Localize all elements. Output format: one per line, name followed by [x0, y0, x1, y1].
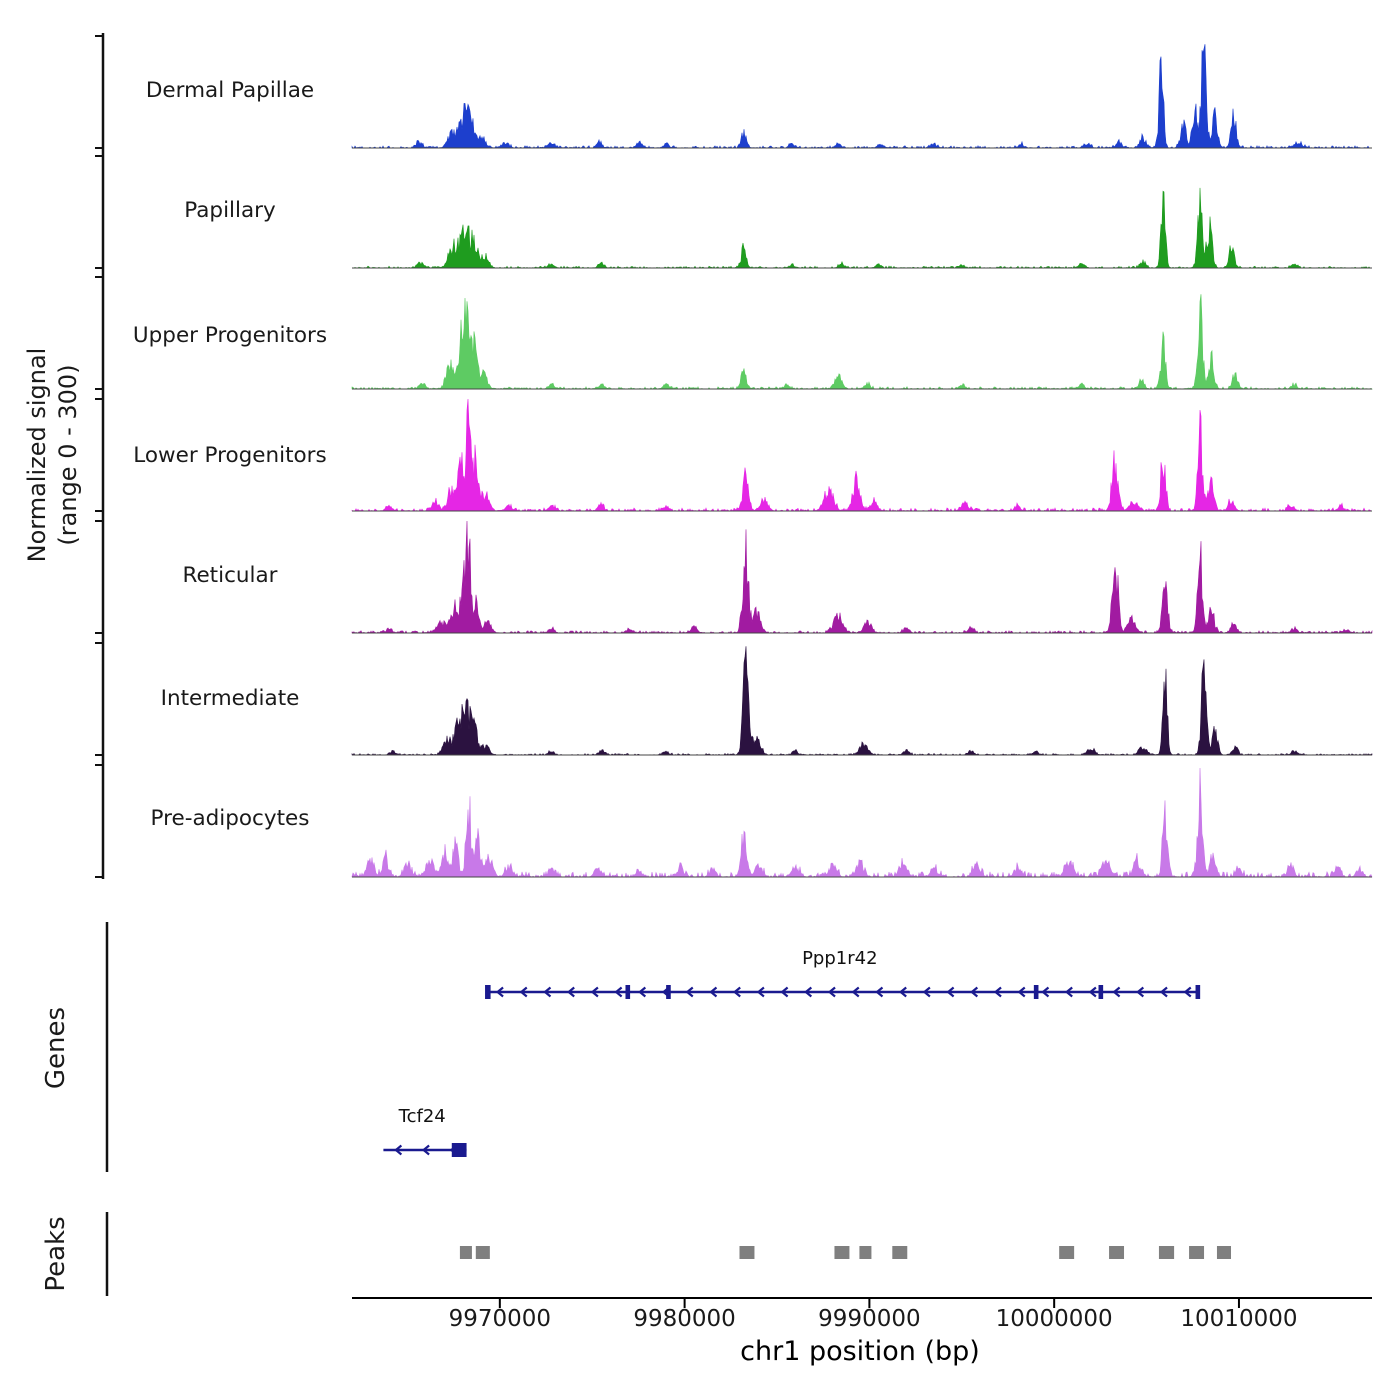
track-label-lower-progenitors: Lower Progenitors [133, 443, 327, 468]
track-label-dermal-papillae: Dermal Papillae [145, 78, 315, 103]
y-axis-label: Normalized signal (range 0 - 300) [22, 225, 92, 685]
track-label-intermediate: Intermediate [160, 686, 300, 711]
track-label-upper-progenitors: Upper Progenitors [132, 323, 328, 348]
x-axis-tick-label-1: 9980000 [633, 1306, 736, 1332]
track-label-pre-adipocytes: Pre-adipocytes [150, 806, 310, 831]
x-axis-title: chr1 position (bp) [740, 1336, 980, 1367]
x-axis-tick-label-0: 9970000 [448, 1306, 552, 1332]
track-label-papillary: Papillary [184, 198, 276, 223]
x-axis-tick-label-2: 9990000 [818, 1306, 921, 1332]
genes-section-label: Genes [41, 1006, 71, 1090]
track-label-reticular: Reticular [182, 563, 278, 588]
gene-label-0: Ppp1r42 [802, 948, 878, 969]
y-axis-label-line2: (range 0 - 300) [54, 364, 83, 546]
x-axis-tick-label-4: 10010000 [1180, 1306, 1298, 1332]
gene-label-1: Tcf24 [398, 1106, 446, 1127]
peaks-section-label: Peaks [41, 1216, 71, 1292]
x-axis-tick-label-3: 10000000 [995, 1306, 1113, 1332]
y-axis-label-line1: Normalized signal [23, 347, 51, 563]
